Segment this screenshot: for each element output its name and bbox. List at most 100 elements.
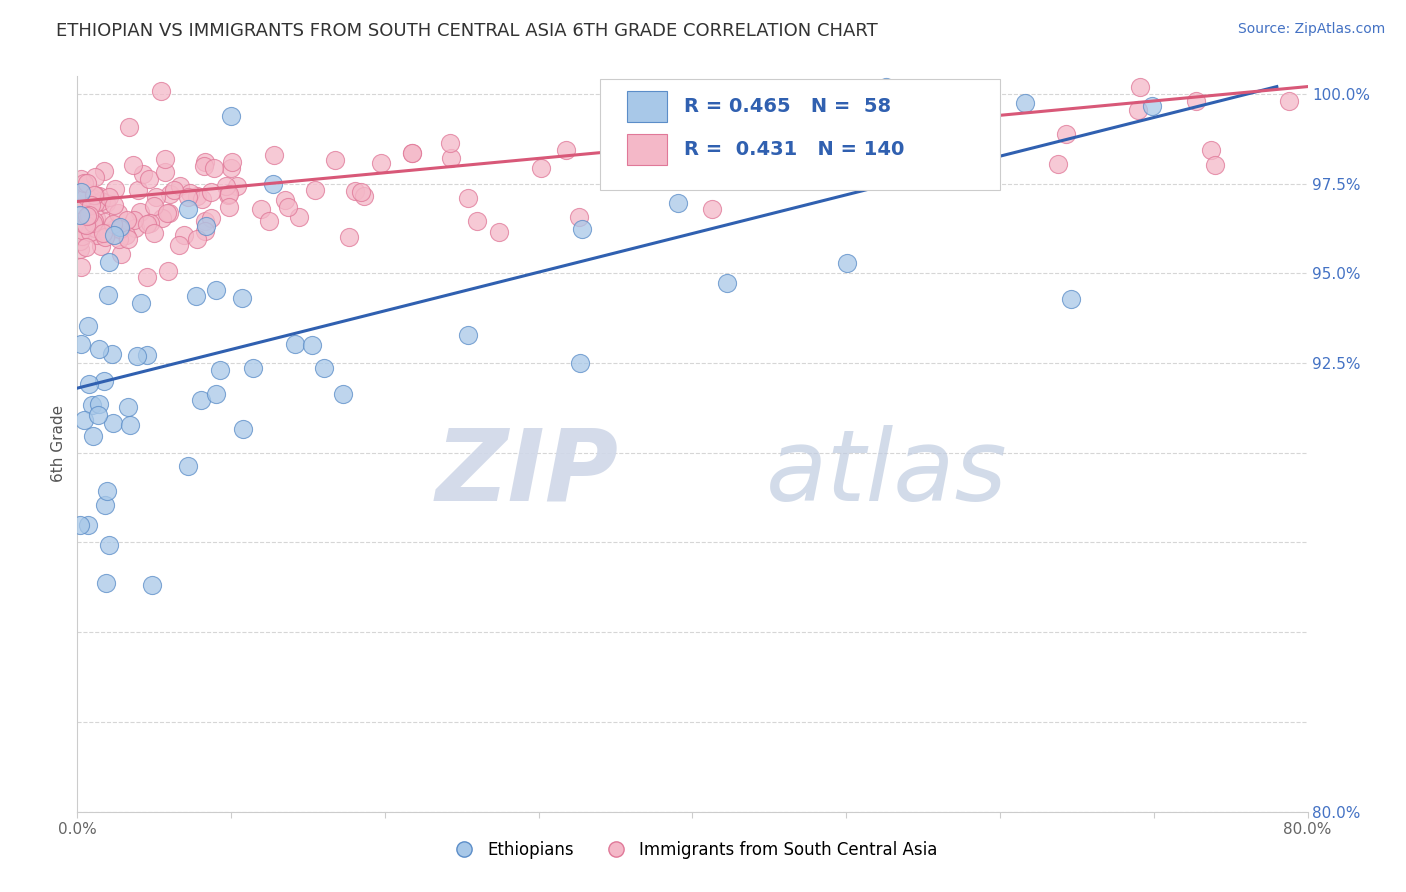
Point [467,214,489,228]
Point [69,191,91,205]
FancyBboxPatch shape [600,79,1000,190]
Bar [627,91,666,122]
Point [284,337,307,351]
Point [156,206,179,220]
Point [98,538,121,552]
Point [263,148,285,162]
Point [142,226,165,240]
Point [150,211,173,225]
Point [716,276,738,290]
Point [83,188,105,202]
Point [555,143,578,157]
Point [242,360,264,375]
Point [184,289,207,303]
Point [177,202,200,216]
Point [792,112,814,126]
Point [90,194,112,209]
Point [190,392,212,407]
Point [118,120,141,134]
Point [219,161,242,175]
Point [132,167,155,181]
Point [96,483,118,498]
Point [700,202,723,216]
Point [103,198,125,212]
Text: R = 0.465   N =  58: R = 0.465 N = 58 [683,97,891,116]
Point [439,136,461,150]
Point [96,575,118,590]
Point [138,172,160,186]
Point [129,205,152,219]
Point [100,347,122,361]
Point [127,183,149,197]
Point [157,206,180,220]
Point [194,155,217,169]
Point [200,185,222,199]
Point [141,578,163,592]
Point [401,146,423,161]
Point [304,183,326,197]
Point [117,400,139,414]
Point [835,255,858,269]
Point [69,208,91,222]
Point [314,360,336,375]
Point [118,418,141,433]
Point [91,227,114,241]
Point [80,198,103,212]
Point [108,219,131,234]
Text: ETHIOPIAN VS IMMIGRANTS FROM SOUTH CENTRAL ASIA 6TH GRADE CORRELATION CHART: ETHIOPIAN VS IMMIGRANTS FROM SOUTH CENTR… [56,22,877,40]
Point [89,189,111,203]
Point [79,225,101,239]
Point [136,270,159,285]
Point [226,179,249,194]
Point [457,191,479,205]
Point [221,109,243,123]
Point [77,517,100,532]
Point [759,136,782,151]
Point [568,356,591,370]
Point [110,247,132,261]
Point [139,216,162,230]
Point [75,218,97,232]
Point [73,413,96,427]
Point [76,177,98,191]
Point [232,422,254,436]
Point [353,189,375,203]
Point [75,240,97,254]
Point [209,363,232,377]
Point [94,498,117,512]
Point [194,214,217,228]
Point [87,408,110,422]
Point [136,348,159,362]
Point [108,232,131,246]
Point [155,153,177,167]
Point [70,260,93,274]
Point [86,228,108,243]
Text: R =  0.431   N = 140: R = 0.431 N = 140 [683,140,904,160]
Point [98,189,121,203]
Point [301,338,323,352]
Point [136,217,159,231]
Text: atlas: atlas [766,425,1008,522]
Point [70,172,93,186]
Point [623,130,645,145]
Point [77,318,100,333]
Point [83,195,105,210]
Point [84,170,107,185]
Point [69,186,91,201]
Point [103,227,125,242]
Point [1060,292,1083,306]
Point [76,209,98,223]
Point [70,185,93,199]
Point [801,148,824,162]
Point [117,232,139,246]
Point [80,398,103,412]
Point [90,239,112,253]
Point [84,211,107,225]
Point [98,255,121,269]
Point [108,222,131,236]
Point [124,213,146,227]
Point [97,287,120,301]
Point [827,99,849,113]
Point [287,211,309,225]
Point [217,188,239,202]
